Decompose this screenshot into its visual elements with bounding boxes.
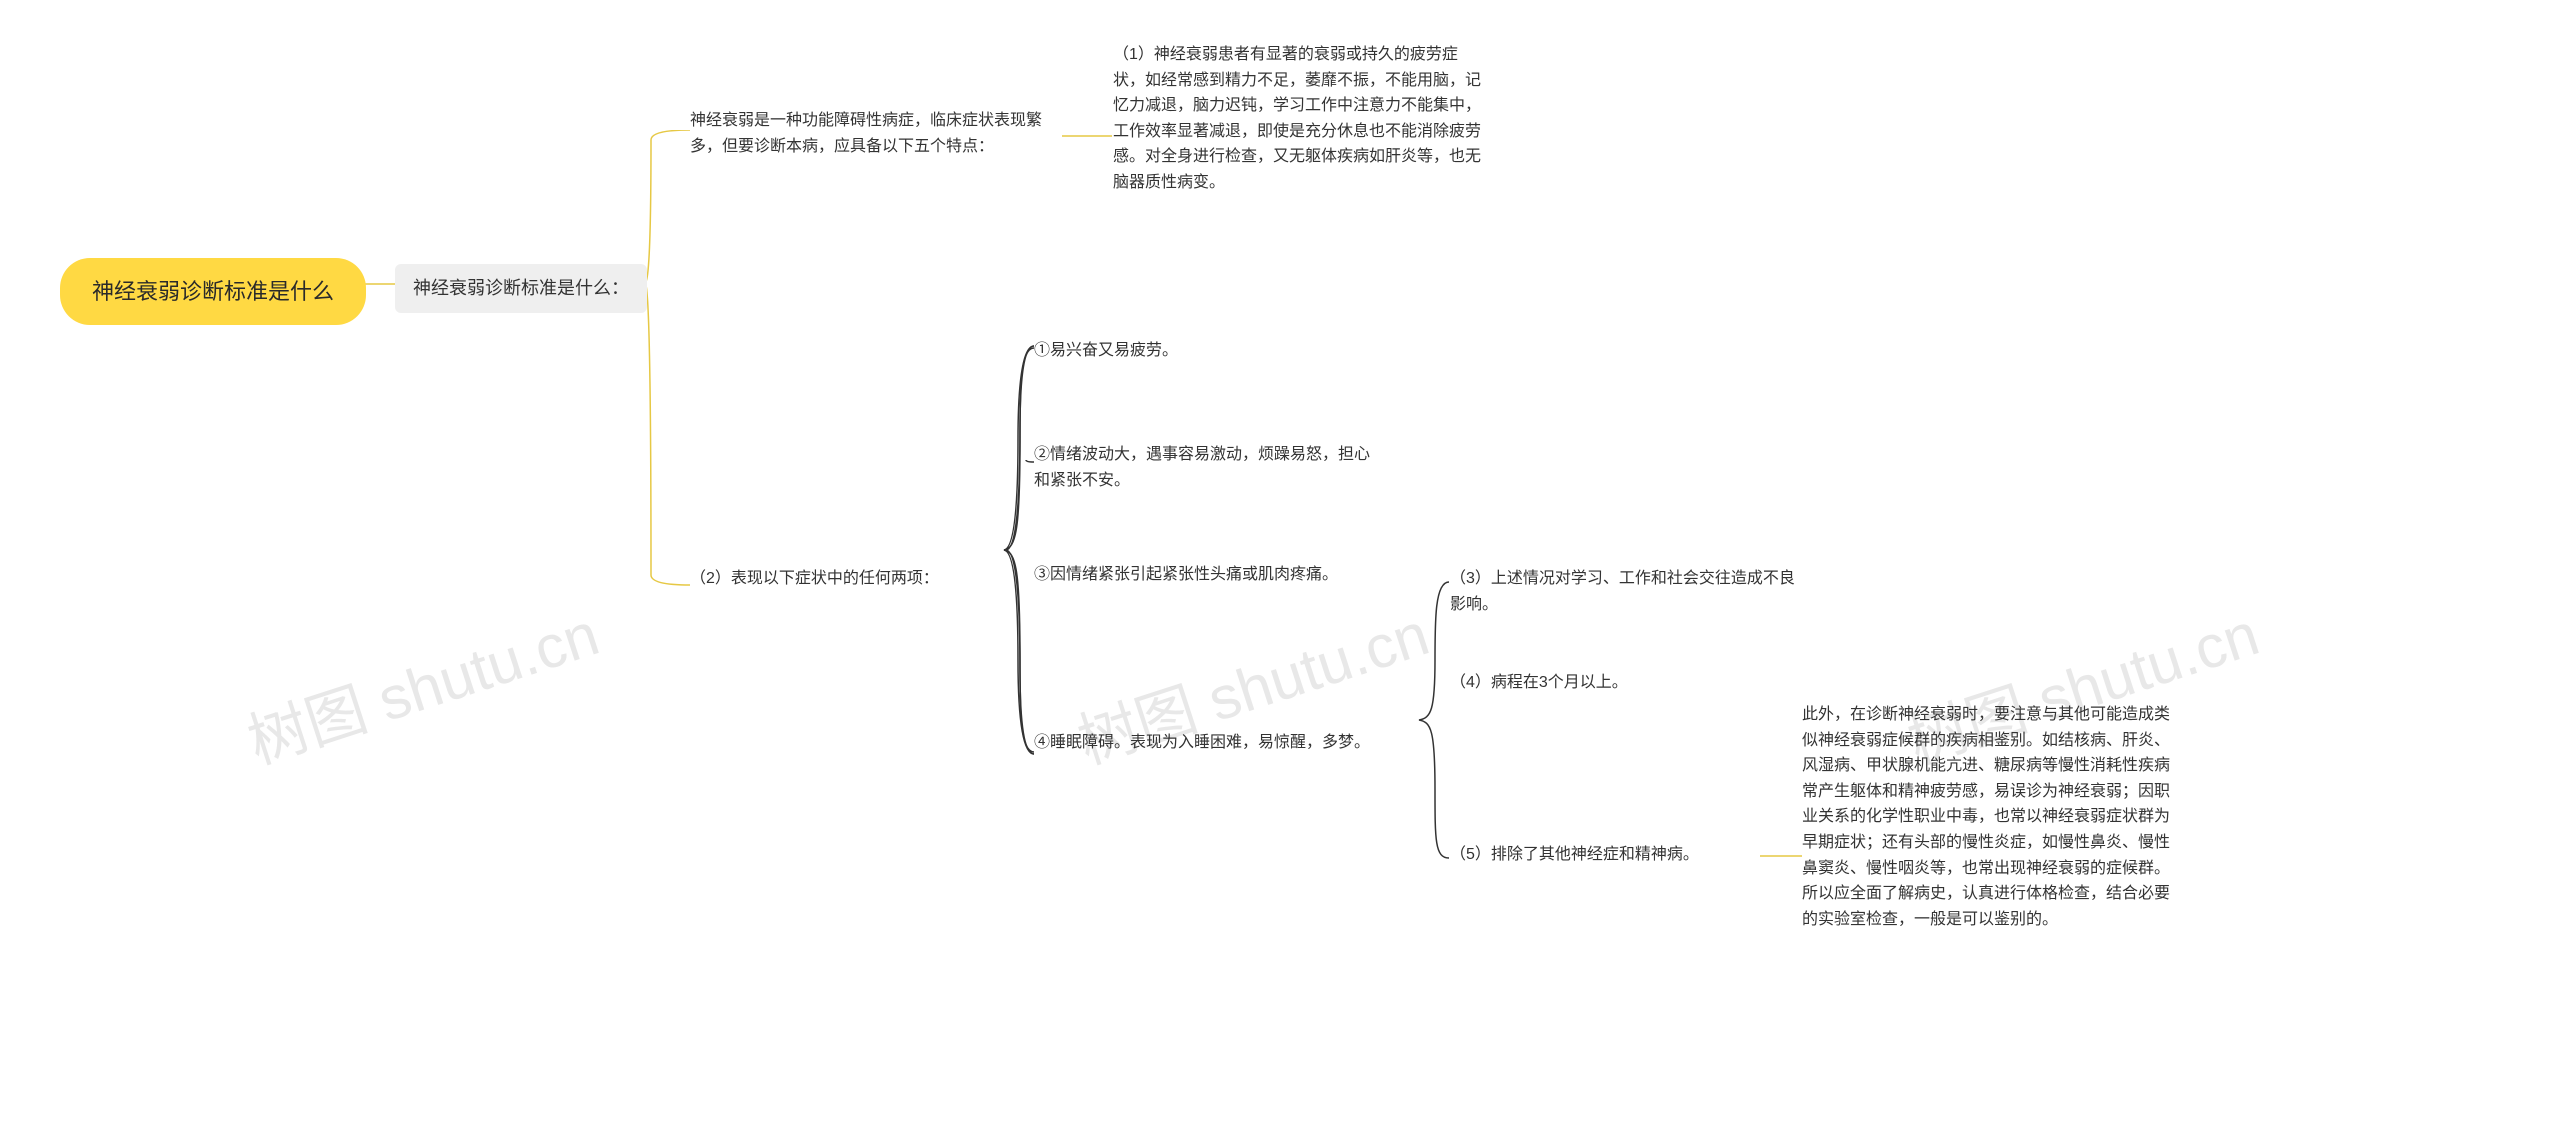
connector-p5-note: [1760, 846, 1802, 866]
symptom3-text: ③因情绪紧张引起紧张性头痛或肌肉疼痛。: [1034, 566, 1338, 583]
root-node[interactable]: 神经衰弱诊断标准是什么: [60, 258, 366, 325]
root-text: 神经衰弱诊断标准是什么: [92, 279, 334, 304]
point5-node[interactable]: （5）排除了其他神经症和精神病。: [1450, 842, 1760, 868]
point4-node[interactable]: （4）病程在3个月以上。: [1450, 670, 1750, 696]
intro-text: 神经衰弱是一种功能障碍性病症，临床症状表现繁多，但要诊断本病，应具备以下五个特点…: [690, 112, 1042, 155]
point3-text: （3）上述情况对学习、工作和社会交往造成不良影响。: [1450, 570, 1795, 613]
symptom1-text: ①易兴奋又易疲劳。: [1034, 342, 1178, 359]
note-text: 此外，在诊断神经衰弱时，要注意与其他可能造成类似神经衰弱症候群的疾病相鉴别。如结…: [1802, 706, 2170, 928]
symptoms-header-node[interactable]: （2）表现以下症状中的任何两项：: [690, 566, 990, 592]
symptom2-node[interactable]: ②情绪波动大，遇事容易激动，烦躁易怒，担心和紧张不安。: [1034, 442, 1384, 493]
point5-text: （5）排除了其他神经症和精神病。: [1450, 846, 1699, 863]
connector-intro-point1: [1062, 126, 1112, 146]
watermark-1: 树图 shutu.cn: [235, 586, 608, 781]
level1-text: 神经衰弱诊断标准是什么：: [413, 278, 629, 298]
symptoms-header-text: （2）表现以下症状中的任何两项：: [690, 570, 939, 587]
point1-node[interactable]: （1）神经衰弱患者有显著的衰弱或持久的疲劳症状，如经常感到精力不足，萎靡不振，不…: [1113, 42, 1483, 196]
note-node[interactable]: 此外，在诊断神经衰弱时，要注意与其他可能造成类似神经衰弱症候群的疾病相鉴别。如结…: [1802, 702, 2182, 932]
symptom2-text: ②情绪波动大，遇事容易激动，烦躁易怒，担心和紧张不安。: [1034, 446, 1370, 489]
symptom3-node[interactable]: ③因情绪紧张引起紧张性头痛或肌肉疼痛。: [1034, 562, 1384, 588]
watermark-text: 树图 shutu.cn: [240, 600, 606, 776]
symptom4-node[interactable]: ④睡眠障碍。表现为入睡困难，易惊醒，多梦。: [1034, 730, 1404, 756]
point4-text: （4）病程在3个月以上。: [1450, 674, 1628, 691]
brace-symptoms: [990, 330, 1034, 770]
symptom1-node[interactable]: ①易兴奋又易疲劳。: [1034, 338, 1384, 364]
point1-text: （1）神经衰弱患者有显著的衰弱或持久的疲劳症状，如经常感到精力不足，萎靡不振，不…: [1113, 46, 1481, 191]
symptom4-text: ④睡眠障碍。表现为入睡困难，易惊醒，多梦。: [1034, 734, 1370, 751]
point3-node[interactable]: （3）上述情况对学习、工作和社会交往造成不良影响。: [1450, 566, 1810, 617]
level1-node[interactable]: 神经衰弱诊断标准是什么：: [395, 264, 647, 313]
connector-l1-branch: [645, 130, 700, 590]
intro-node[interactable]: 神经衰弱是一种功能障碍性病症，临床症状表现繁多，但要诊断本病，应具备以下五个特点…: [690, 108, 1060, 159]
brace-points: [1405, 560, 1449, 880]
